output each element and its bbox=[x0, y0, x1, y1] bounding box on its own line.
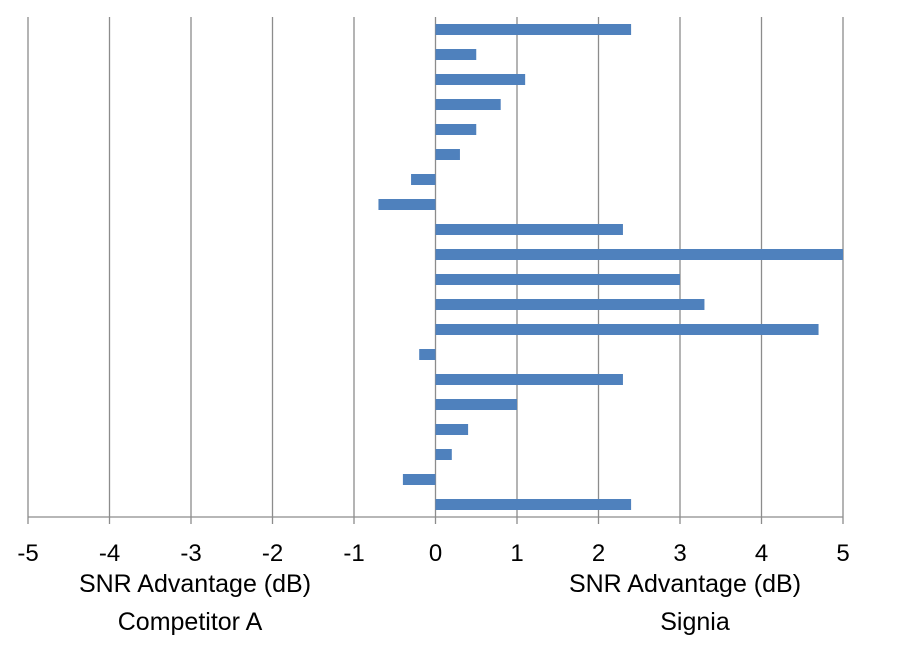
x-tick-label: 5 bbox=[836, 540, 849, 567]
x-tick-label: -3 bbox=[180, 540, 201, 567]
x-tick-label: -5 bbox=[17, 540, 38, 567]
bar bbox=[435, 249, 843, 260]
bar bbox=[435, 74, 526, 85]
bar bbox=[435, 124, 477, 135]
bar bbox=[435, 224, 623, 235]
x-tick-label: 0 bbox=[429, 540, 442, 567]
bar bbox=[411, 174, 436, 185]
bar bbox=[435, 299, 705, 310]
tick-labels: -5 -4 -3 -2 -1 0 1 2 3 4 5 bbox=[17, 540, 849, 567]
x-tick-label: 2 bbox=[592, 540, 605, 567]
bar bbox=[435, 49, 477, 60]
bar bbox=[402, 474, 436, 485]
bar bbox=[435, 99, 501, 110]
x-tick-label: 1 bbox=[510, 540, 523, 567]
bar bbox=[435, 399, 517, 410]
x-tick-label: -4 bbox=[99, 540, 120, 567]
bar bbox=[435, 149, 460, 160]
bar bbox=[435, 499, 632, 510]
x-tick-label: 3 bbox=[673, 540, 686, 567]
x-tick-label: 4 bbox=[755, 540, 768, 567]
bars bbox=[378, 24, 843, 510]
bar bbox=[435, 324, 819, 335]
right-axis-label-line1: SNR Advantage (dB) bbox=[569, 570, 801, 598]
bar bbox=[435, 374, 623, 385]
right-axis-label-line2: Signia bbox=[660, 608, 730, 636]
bar bbox=[435, 24, 632, 35]
bar bbox=[435, 424, 469, 435]
gridlines bbox=[27, 17, 844, 517]
x-tick-label: -1 bbox=[343, 540, 364, 567]
bar bbox=[419, 349, 436, 360]
x-tick-label: -2 bbox=[262, 540, 283, 567]
left-axis-label-line2: Competitor A bbox=[118, 608, 263, 636]
left-axis-label-line1: SNR Advantage (dB) bbox=[79, 570, 311, 598]
x-axis bbox=[27, 516, 844, 524]
bar bbox=[378, 199, 436, 210]
bar bbox=[435, 449, 452, 460]
bar bbox=[435, 274, 680, 285]
